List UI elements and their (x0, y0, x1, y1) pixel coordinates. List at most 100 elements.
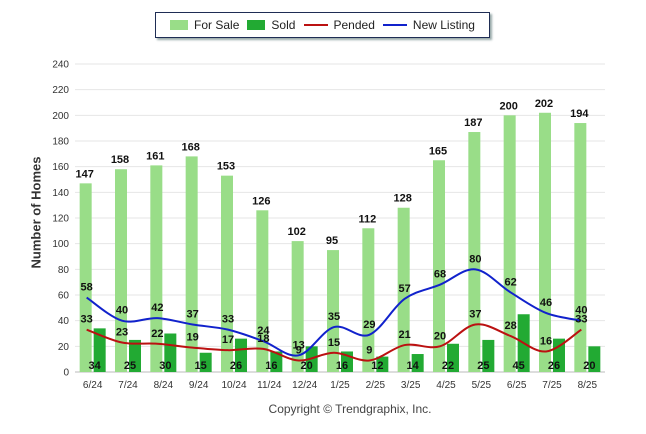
data-label-sold: 45 (513, 360, 525, 372)
data-label-sold: 20 (301, 360, 313, 372)
legend-item-pended[interactable]: Pended (303, 18, 375, 32)
data-label-sold: 25 (477, 360, 489, 372)
data-label-sold: 22 (442, 360, 454, 372)
x-tick-label: 6/24 (83, 380, 103, 391)
bar-for-sale (256, 210, 269, 372)
data-label-sold: 12 (371, 360, 383, 372)
bar-for-sale (221, 175, 233, 372)
data-label-pended: 23 (116, 326, 128, 338)
bar-sold (129, 339, 141, 372)
bar-sold (376, 356, 389, 372)
y-tick-label: 80 (58, 265, 70, 276)
y-tick-label: 140 (52, 188, 69, 199)
data-label-pended: 16 (540, 335, 552, 347)
y-tick-label: 0 (63, 368, 69, 379)
data-label-pended: 17 (222, 334, 234, 346)
data-label-pended: 19 (187, 332, 199, 344)
data-label-for-sale: 95 (326, 235, 338, 247)
x-tick-label: 9/24 (189, 380, 209, 391)
data-label-pended: 37 (469, 309, 481, 321)
y-tick-label: 220 (52, 85, 69, 96)
bar-sold (588, 346, 601, 372)
data-label-for-sale: 102 (287, 226, 305, 238)
data-label-pended: 18 (257, 333, 269, 345)
data-label-new-listing: 57 (399, 283, 411, 295)
data-label-new-listing: 40 (116, 305, 128, 317)
bar-for-sale (574, 123, 587, 373)
data-label-pended: 15 (328, 337, 340, 349)
data-label-for-sale: 200 (499, 100, 517, 112)
bar-sold (235, 338, 247, 372)
y-tick-label: 20 (58, 342, 70, 353)
bar-sold (411, 354, 424, 372)
data-label-for-sale: 168 (181, 141, 199, 153)
line-new-listing (86, 268, 582, 357)
bar-for-sale (327, 250, 339, 372)
data-label-sold: 16 (336, 360, 348, 372)
legend-label-new-listing: New Listing (412, 18, 475, 32)
legend-label-for-sale: For Sale (194, 18, 240, 32)
x-tick-label: 2/25 (366, 380, 386, 391)
bar-for-sale (79, 183, 92, 372)
y-tick-label: 60 (58, 291, 70, 302)
x-tick-label: 7/25 (542, 380, 562, 391)
legend-swatch-sold (247, 20, 266, 30)
bar-sold (199, 352, 212, 372)
data-label-for-sale: 158 (111, 154, 129, 166)
data-label-new-listing: 58 (81, 282, 93, 294)
y-tick-label: 200 (52, 111, 69, 122)
data-label-for-sale: 153 (217, 161, 235, 173)
x-tick-label: 12/24 (292, 380, 317, 391)
data-label-pended: 9 (366, 344, 372, 356)
data-label-pended: 33 (81, 314, 93, 326)
data-label-pended: 20 (434, 330, 446, 342)
data-label-new-listing: 46 (540, 297, 552, 309)
x-tick-label: 6/25 (507, 380, 527, 391)
legend-label-pended: Pended (333, 18, 375, 32)
data-label-for-sale: 187 (464, 117, 482, 129)
x-tick-label: 8/25 (578, 380, 598, 391)
bar-for-sale (150, 165, 163, 372)
x-tick-label: 10/24 (221, 380, 246, 391)
data-label-pended: 33 (575, 314, 587, 326)
data-label-sold: 16 (265, 360, 277, 372)
legend-item-sold[interactable]: Sold (247, 18, 295, 32)
data-label-sold: 15 (195, 360, 207, 372)
legend-swatch-for-sale (170, 20, 189, 30)
bar-for-sale (185, 156, 198, 372)
line-pended (86, 323, 582, 362)
copyright-text: Copyright © Trendgraphix, Inc. (268, 402, 432, 416)
legend-swatch-pended (303, 24, 328, 26)
data-label-pended: 21 (399, 329, 411, 341)
data-label-new-listing: 80 (469, 253, 481, 265)
x-tick-label: 7/24 (118, 380, 138, 391)
data-label-new-listing: 62 (505, 276, 517, 288)
data-label-new-listing: 33 (222, 314, 234, 326)
data-label-pended: 9 (296, 344, 302, 356)
data-label-for-sale: 202 (535, 98, 553, 110)
y-tick-label: 100 (52, 239, 69, 250)
bar-for-sale (503, 115, 516, 372)
x-tick-label: 1/25 (330, 380, 350, 391)
x-tick-label: 11/24 (257, 380, 282, 391)
data-label-for-sale: 126 (252, 195, 270, 207)
bar-sold (93, 328, 106, 372)
y-tick-label: 160 (52, 162, 69, 173)
data-label-new-listing: 68 (434, 269, 446, 281)
bar-for-sale (397, 207, 410, 372)
x-tick-label: 3/25 (401, 380, 421, 391)
data-label-new-listing: 37 (187, 309, 199, 321)
legend-item-new-listing[interactable]: New Listing (382, 18, 475, 32)
data-label-sold: 26 (230, 360, 242, 372)
y-tick-label: 240 (52, 60, 69, 71)
x-tick-label: 8/24 (154, 380, 174, 391)
legend-item-for-sale[interactable]: For Sale (170, 18, 239, 32)
legend-label-sold: Sold (271, 18, 296, 32)
data-label-sold: 34 (89, 360, 102, 372)
bar-for-sale (433, 160, 445, 372)
data-label-new-listing: 40 (575, 305, 587, 317)
data-label-sold: 30 (159, 360, 171, 372)
bar-for-sale (291, 241, 304, 372)
y-tick-label: 180 (52, 137, 69, 148)
